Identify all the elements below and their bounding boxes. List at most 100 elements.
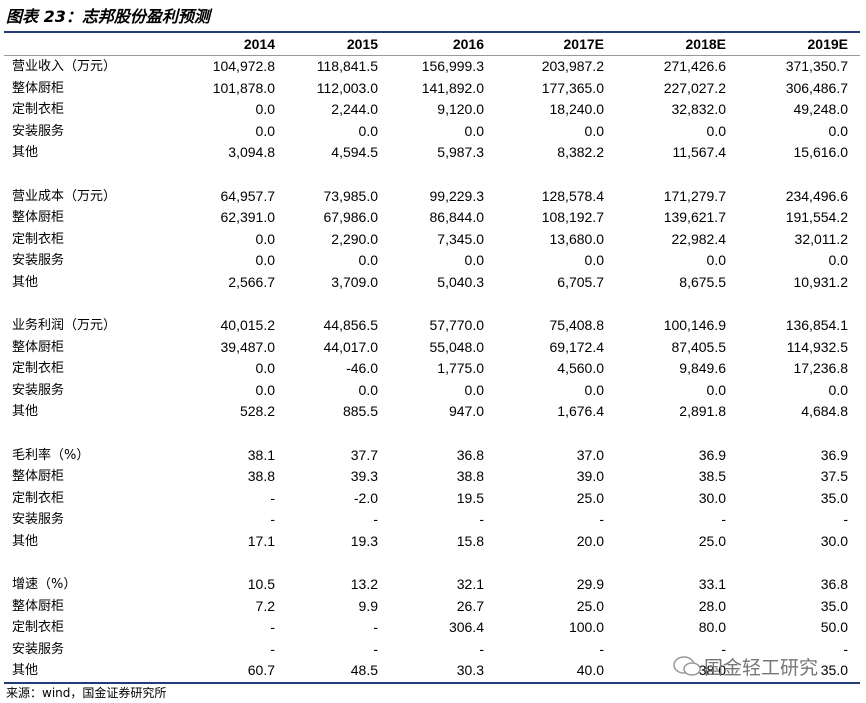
row-label: 其他 <box>12 533 39 549</box>
cell: - <box>373 619 378 636</box>
rule <box>4 55 860 56</box>
cell: 35.0 <box>820 489 848 506</box>
cell: 19.5 <box>456 489 484 506</box>
cell: 30.0 <box>698 489 726 506</box>
cell: 0.0 <box>464 381 484 398</box>
cell: - <box>599 511 604 528</box>
watermark: 国金轻工研究 <box>704 657 819 679</box>
cell: 38.1 <box>247 446 275 463</box>
cell: 0.0 <box>358 381 378 398</box>
cell: 6,705.7 <box>557 273 604 290</box>
wechat-icon <box>673 656 701 676</box>
cell: 104,972.8 <box>212 58 275 74</box>
cell: 0.0 <box>706 252 726 269</box>
row-label: 安装服务 <box>12 253 65 269</box>
cell: 100,146.9 <box>663 317 726 333</box>
cell: 4,560.0 <box>557 360 604 377</box>
cell: 57,770.0 <box>429 317 485 333</box>
cell: 36.9 <box>820 446 848 463</box>
cell: 38.8 <box>456 468 484 485</box>
row-label: 其他 <box>12 145 39 161</box>
cell: 0.0 <box>828 122 848 139</box>
cell: - <box>599 640 604 657</box>
cell: 18,240.0 <box>549 101 605 118</box>
cell: 0.0 <box>584 381 604 398</box>
row-label: 定制衣柜 <box>12 231 65 247</box>
cell: 13.2 <box>350 576 378 592</box>
cell: 30.0 <box>820 532 848 549</box>
rule <box>4 682 860 684</box>
cell: 0.0 <box>464 252 484 269</box>
cell: 1,676.4 <box>557 403 604 420</box>
cell: - <box>721 640 726 657</box>
row-label: 其他 <box>12 404 39 420</box>
cell: 28.0 <box>698 597 726 614</box>
cell: 55,048.0 <box>429 338 485 355</box>
cell: 32,011.2 <box>794 230 848 247</box>
cell: 64,957.7 <box>220 187 276 204</box>
cell: 371,350.7 <box>785 58 848 74</box>
cell: 0.0 <box>706 122 726 139</box>
cell: 69,172.4 <box>549 338 605 355</box>
cell: 4,594.5 <box>331 144 378 161</box>
cell: 22,982.4 <box>671 230 727 247</box>
cell: 20.0 <box>576 532 604 549</box>
cell: 39.3 <box>350 468 378 485</box>
row-label: 整体厨柜 <box>12 469 65 485</box>
cell: 36.8 <box>456 446 484 463</box>
cell: 100.0 <box>568 619 604 636</box>
cell: - <box>270 640 275 657</box>
row-label: 安装服务 <box>12 382 65 398</box>
cell: 0.0 <box>358 122 378 139</box>
cell: 67,986.0 <box>323 209 379 226</box>
cell: 114,932.5 <box>786 338 848 355</box>
rule <box>4 31 860 33</box>
cell: 306.4 <box>448 619 484 636</box>
source: 来源：wind，国金证券研究所 <box>6 686 167 700</box>
cell: 15,616.0 <box>793 144 849 161</box>
cell: 38.5 <box>698 468 726 485</box>
cell: 9,849.6 <box>679 360 726 377</box>
cell: 36.9 <box>698 446 726 463</box>
cell: 30.3 <box>456 662 484 679</box>
cell: 11,567.4 <box>672 144 726 161</box>
cell: 99,229.3 <box>429 187 485 204</box>
cell: -2.0 <box>353 489 378 506</box>
cell: 4,684.8 <box>801 403 848 420</box>
cell: - <box>843 511 848 528</box>
cell: 8,675.5 <box>679 273 726 290</box>
cell: 38.8 <box>247 468 275 485</box>
cell: - <box>479 640 484 657</box>
cell: 17.1 <box>247 532 275 549</box>
row-label: 整体厨柜 <box>12 598 65 614</box>
cell: - <box>721 511 726 528</box>
cell: 141,892.0 <box>421 79 484 96</box>
cell: 227,027.2 <box>663 79 726 96</box>
cell: 86,844.0 <box>429 209 485 226</box>
cell: 7.2 <box>255 597 275 614</box>
cell: 39.0 <box>576 468 604 485</box>
cell: 60.7 <box>247 662 275 679</box>
cell: 9,120.0 <box>437 101 484 118</box>
cell: 25.0 <box>576 489 604 506</box>
cell: 118,841.5 <box>316 58 378 74</box>
cell: 3,709.0 <box>331 273 378 290</box>
row-label: 其他 <box>12 274 39 290</box>
cell: 0.0 <box>464 122 484 139</box>
row-label: 定制衣柜 <box>12 102 65 118</box>
cell: - <box>270 511 275 528</box>
cell: 885.5 <box>342 403 378 420</box>
cell: 203,987.2 <box>541 58 604 74</box>
row-label: 定制衣柜 <box>12 620 65 636</box>
cell: 37.5 <box>820 468 848 485</box>
cell: 136,854.1 <box>785 317 848 333</box>
cell: 37.0 <box>576 446 604 463</box>
cell: 0.0 <box>255 252 275 269</box>
cell: 2,891.8 <box>679 403 726 420</box>
row-label: 营业成本（万元） <box>12 188 117 204</box>
cell: 2,566.7 <box>228 273 275 290</box>
row-label: 整体厨柜 <box>12 339 65 355</box>
cell: 0.0 <box>255 122 275 139</box>
cell: 947.0 <box>448 403 484 420</box>
cell: 139,621.7 <box>663 209 726 226</box>
